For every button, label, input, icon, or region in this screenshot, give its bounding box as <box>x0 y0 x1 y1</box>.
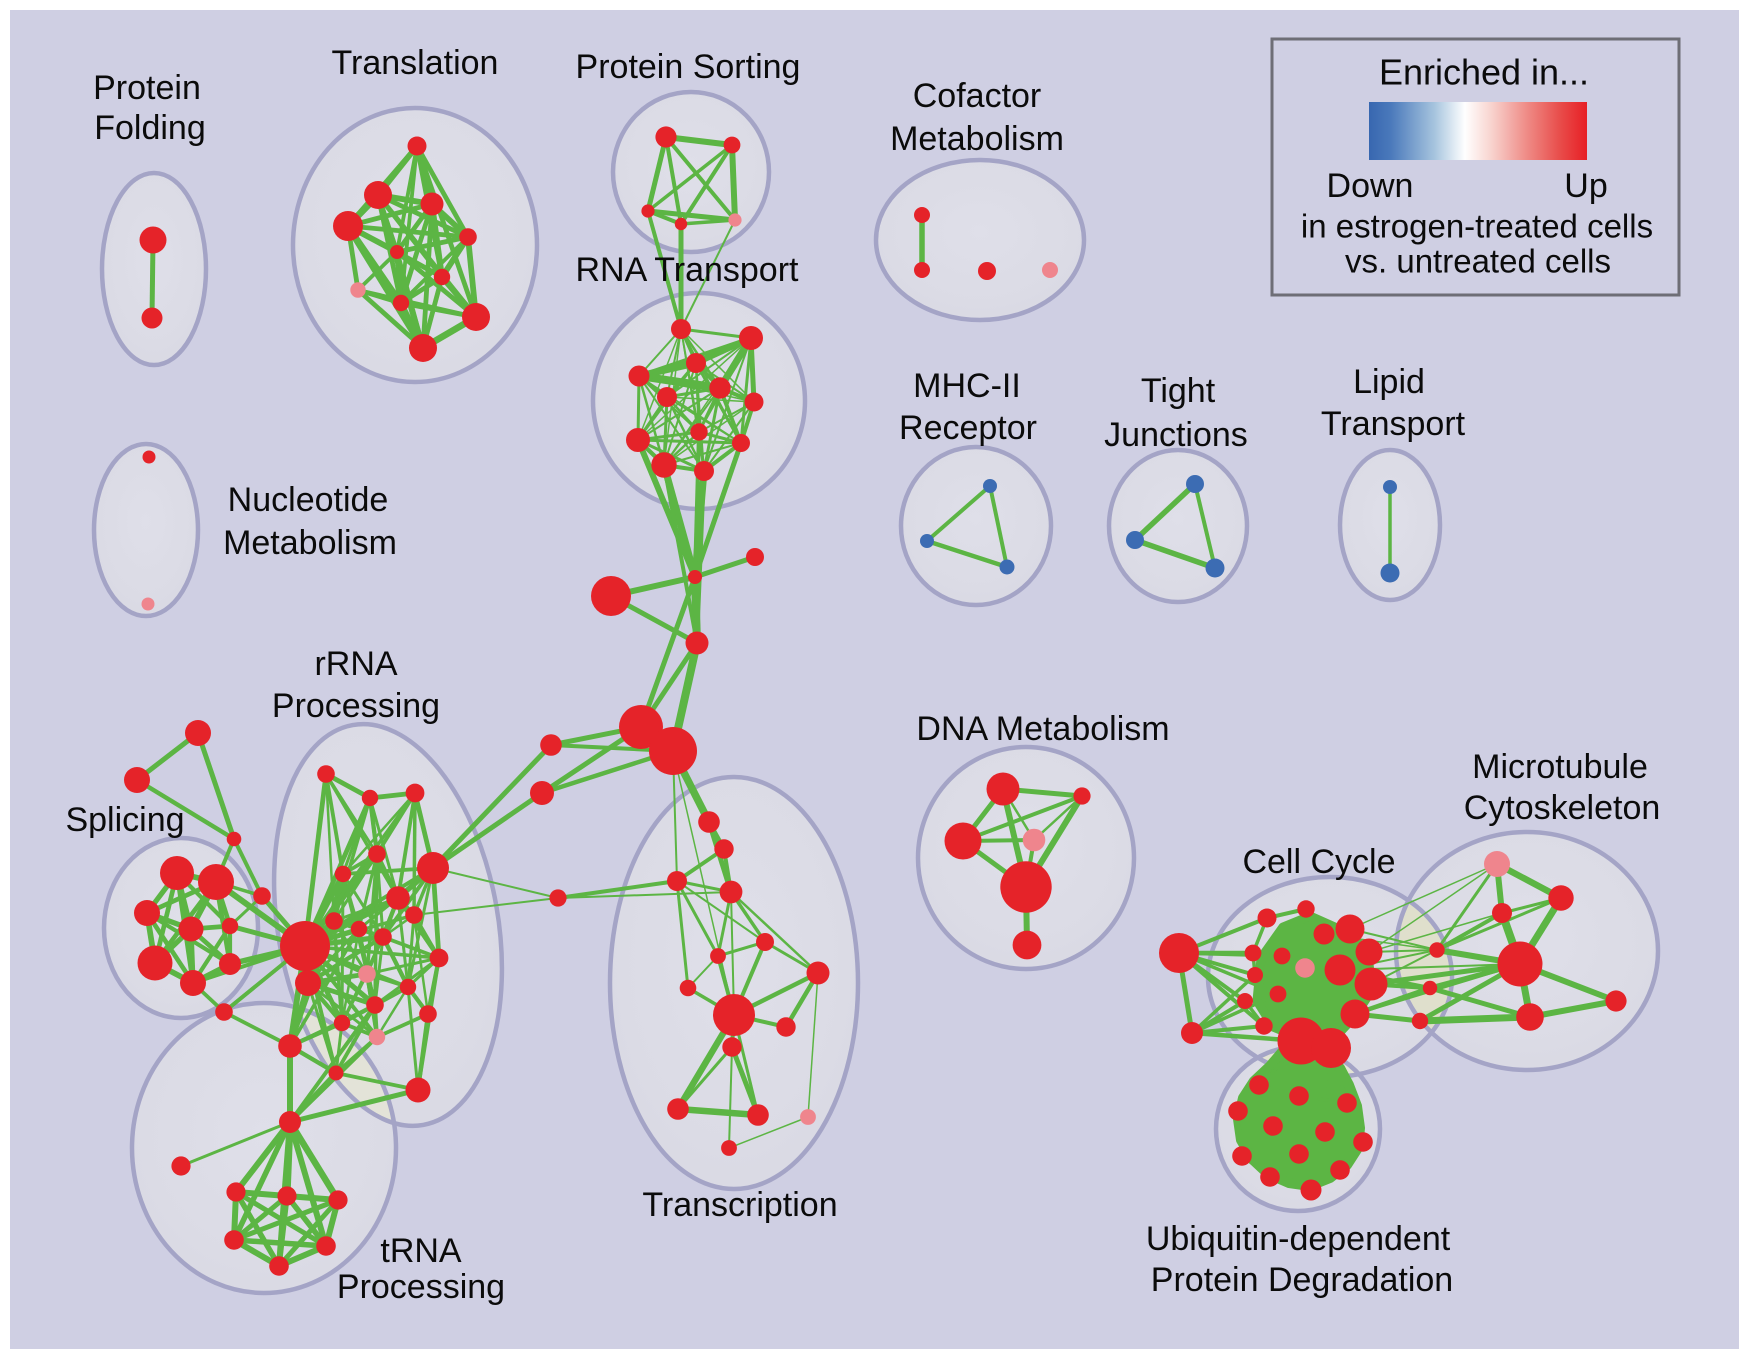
svg-text:MHC-II: MHC-II <box>913 367 1021 405</box>
svg-text:vs. untreated cells: vs. untreated cells <box>1345 243 1611 280</box>
svg-text:RNA Transport: RNA Transport <box>576 251 800 289</box>
svg-text:Up: Up <box>1564 167 1607 205</box>
svg-text:Splicing: Splicing <box>65 801 184 839</box>
svg-text:rRNA: rRNA <box>314 645 397 683</box>
svg-text:in estrogen-treated cells: in estrogen-treated cells <box>1301 208 1653 245</box>
svg-text:Down: Down <box>1327 167 1414 205</box>
svg-text:Translation: Translation <box>332 44 499 82</box>
svg-text:Metabolism: Metabolism <box>223 524 397 562</box>
svg-text:Tight: Tight <box>1141 372 1216 410</box>
svg-text:Cofactor: Cofactor <box>913 77 1042 115</box>
svg-text:tRNA: tRNA <box>380 1232 462 1270</box>
svg-text:DNA Metabolism: DNA Metabolism <box>916 710 1169 748</box>
svg-text:Folding: Folding <box>94 109 206 147</box>
svg-text:Metabolism: Metabolism <box>890 120 1064 158</box>
svg-text:Protein Degradation: Protein Degradation <box>1151 1261 1453 1299</box>
svg-text:Protein Sorting: Protein Sorting <box>576 48 801 86</box>
svg-text:Ubiquitin-dependent: Ubiquitin-dependent <box>1146 1220 1451 1258</box>
svg-text:Processing: Processing <box>337 1268 505 1306</box>
svg-text:Cell Cycle: Cell Cycle <box>1242 843 1395 881</box>
svg-text:Microtubule: Microtubule <box>1472 748 1648 786</box>
svg-text:Junctions: Junctions <box>1104 416 1248 454</box>
svg-text:Nucleotide: Nucleotide <box>228 481 389 519</box>
svg-text:Transcription: Transcription <box>642 1186 837 1224</box>
svg-text:Lipid: Lipid <box>1353 363 1425 401</box>
svg-text:Enriched in...: Enriched in... <box>1379 52 1589 93</box>
svg-text:Transport: Transport <box>1321 405 1466 443</box>
svg-text:Processing: Processing <box>272 687 440 725</box>
svg-text:Receptor: Receptor <box>899 409 1037 447</box>
svg-text:Protein: Protein <box>93 69 201 107</box>
svg-text:Cytoskeleton: Cytoskeleton <box>1464 789 1661 827</box>
